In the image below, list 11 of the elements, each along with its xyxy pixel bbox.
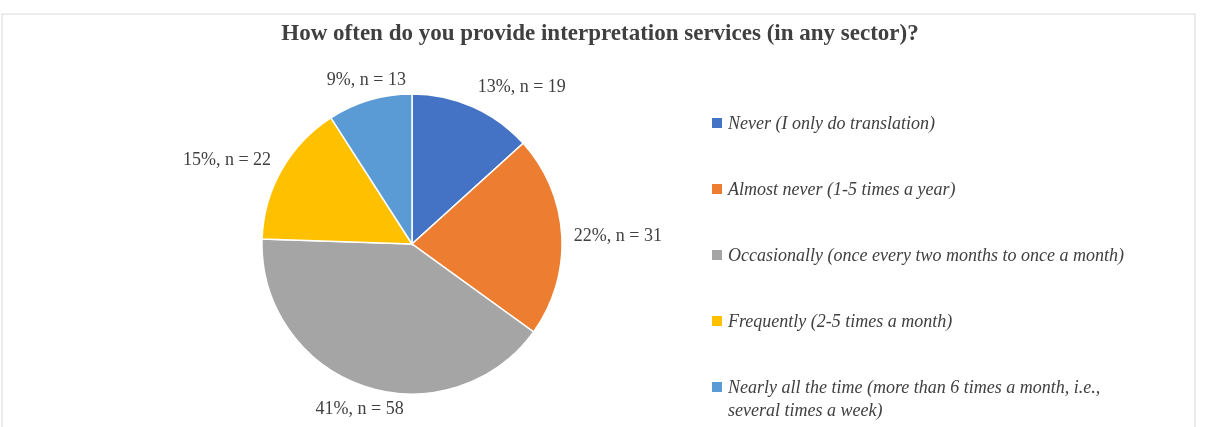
data-label: 41%, n = 58: [315, 397, 404, 418]
chart-title: How often do you provide interpretation services (in any sector)?: [281, 20, 919, 45]
legend-label: Nearly all the time (more than 6 times a month, i.e., several times a week): [727, 377, 1101, 422]
legend-label: Almost never (1-5 times a year): [727, 179, 956, 201]
data-label: 15%, n = 22: [182, 149, 272, 169]
data-label: 9%, n = 13: [326, 68, 406, 89]
legend-label: Occasionally (once every two months to once a month): [728, 245, 1124, 267]
legend-label: Frequently (2-5 times a month): [727, 311, 953, 333]
data-label: 13%, n = 19: [477, 76, 566, 97]
data-label: 22%, n = 31: [573, 224, 662, 245]
legend-label: Never (I only do translation): [727, 113, 935, 135]
